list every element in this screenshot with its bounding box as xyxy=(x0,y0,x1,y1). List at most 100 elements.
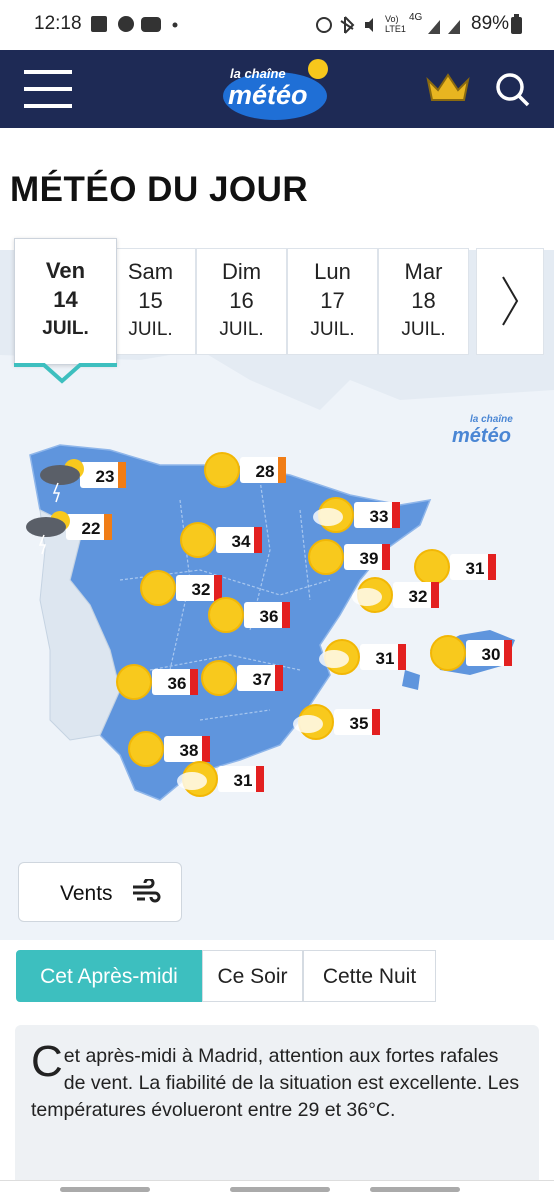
temp-box xyxy=(393,582,439,608)
status-bar: 12:18 Vo) LTE1 4G 89% xyxy=(0,0,554,50)
day-month: JUIL. xyxy=(128,319,173,340)
day-month: JUIL. xyxy=(42,318,89,339)
day-date: 15 xyxy=(138,288,163,313)
temp-box xyxy=(244,602,290,628)
day-name: Lun xyxy=(314,259,351,284)
temperature: 23 xyxy=(96,467,115,486)
day-tab[interactable]: Lun 17 JUIL. xyxy=(287,248,378,355)
temp-box xyxy=(66,514,112,540)
temperature: 31 xyxy=(376,649,395,668)
temp-bar xyxy=(104,514,112,540)
logo-big: météo xyxy=(228,80,308,110)
premium-crown[interactable] xyxy=(424,70,472,106)
storm-cloud xyxy=(26,517,66,537)
watermark-small: la chaîne xyxy=(470,414,513,425)
storm-cloud xyxy=(40,465,80,485)
temp-box xyxy=(466,640,512,666)
clock: 12:18 xyxy=(34,13,82,34)
weather-marker: 38 xyxy=(128,731,210,767)
day-month: JUIL. xyxy=(310,319,355,340)
sun-icon xyxy=(414,549,450,585)
temp-bar xyxy=(504,640,512,666)
weather-marker: 35 xyxy=(293,704,380,740)
temp-box xyxy=(344,544,390,570)
temperature: 39 xyxy=(360,549,379,568)
period-tab[interactable]: Ce Soir xyxy=(202,950,303,1002)
day-month: JUIL. xyxy=(219,319,264,340)
temp-bar xyxy=(488,554,496,580)
period-tab[interactable]: Cette Nuit xyxy=(303,950,436,1002)
sun-icon xyxy=(308,539,344,575)
day-tab[interactable]: Mar 18 JUIL. xyxy=(378,248,469,355)
temperature: 31 xyxy=(234,771,253,790)
sun-icon xyxy=(430,635,466,671)
next-days-button[interactable] xyxy=(476,248,544,355)
temperature: 36 xyxy=(168,674,187,693)
temp-bar xyxy=(398,644,406,670)
temp-box xyxy=(164,736,210,762)
weather-marker: 31 xyxy=(414,549,496,585)
weather-marker: 31 xyxy=(319,639,406,675)
wind-button[interactable]: Vents xyxy=(18,862,182,922)
period-tab[interactable]: Cet Après-midi xyxy=(16,950,202,1002)
temperature: 30 xyxy=(482,645,501,664)
cloud-icon xyxy=(319,650,349,668)
weather-marker: 32 xyxy=(140,570,222,606)
temp-bar xyxy=(275,665,283,691)
wind-icon xyxy=(133,879,161,903)
weather-marker: 39 xyxy=(308,539,390,575)
wind-label: Vents xyxy=(60,882,113,905)
day-name: Sam xyxy=(127,259,174,284)
temperature: 33 xyxy=(370,507,389,526)
bottom-bar xyxy=(0,1180,554,1200)
map-watermark: la chaîne météo xyxy=(452,414,513,447)
weather-marker: 23 xyxy=(40,459,126,503)
temperature: 36 xyxy=(260,607,279,626)
weather-marker: 22 xyxy=(26,511,112,555)
temp-bar xyxy=(392,502,400,528)
sun-icon xyxy=(201,660,237,696)
signal xyxy=(428,20,460,34)
day-tab[interactable]: Ven 14 JUIL. xyxy=(14,238,117,365)
weather-marker: 30 xyxy=(430,635,512,671)
network-label: Vo) LTE1 xyxy=(385,14,406,34)
day-name: Mar xyxy=(404,259,443,284)
temp-box xyxy=(176,575,222,601)
temp-box xyxy=(450,554,496,580)
menu-button[interactable] xyxy=(24,70,72,108)
temp-bar xyxy=(214,575,222,601)
forecast-text: Cet après-midi à Madrid, attention aux f… xyxy=(31,1037,520,1121)
weather-marker: 32 xyxy=(352,577,439,613)
temp-bar xyxy=(431,582,439,608)
temp-box xyxy=(237,665,283,691)
page-title: MÉTÉO DU JOUR xyxy=(10,170,309,209)
weather-marker: 34 xyxy=(180,522,262,558)
forecast-card: Cet après-midi à Madrid, attention aux f… xyxy=(15,1025,539,1185)
status-icons xyxy=(91,16,178,32)
temp-box xyxy=(152,669,198,695)
day-tab[interactable]: Sam 15 JUIL. xyxy=(105,248,196,355)
temp-bar xyxy=(278,457,286,483)
temp-box xyxy=(218,766,264,792)
weather-marker: 31 xyxy=(177,761,264,797)
app-header: la chaîne météo xyxy=(0,50,554,128)
weather-marker: 37 xyxy=(201,660,283,696)
search-button[interactable] xyxy=(494,72,532,110)
weather-marker: 36 xyxy=(208,597,290,633)
temperature: 35 xyxy=(350,714,369,733)
battery-icon xyxy=(511,14,522,34)
day-date: 18 xyxy=(411,288,436,313)
temp-bar xyxy=(190,669,198,695)
sun-icon xyxy=(180,522,216,558)
temperature: 31 xyxy=(466,559,485,578)
temp-box xyxy=(334,709,380,735)
temp-bar xyxy=(372,709,380,735)
temperature: 32 xyxy=(409,587,428,606)
temp-box xyxy=(216,527,262,553)
sun-icon xyxy=(208,597,244,633)
logo[interactable]: la chaîne météo xyxy=(220,56,335,122)
day-tab[interactable]: Dim 16 JUIL. xyxy=(196,248,287,355)
sun-icon xyxy=(116,664,152,700)
temp-bar xyxy=(382,544,390,570)
sun-icon xyxy=(140,570,176,606)
